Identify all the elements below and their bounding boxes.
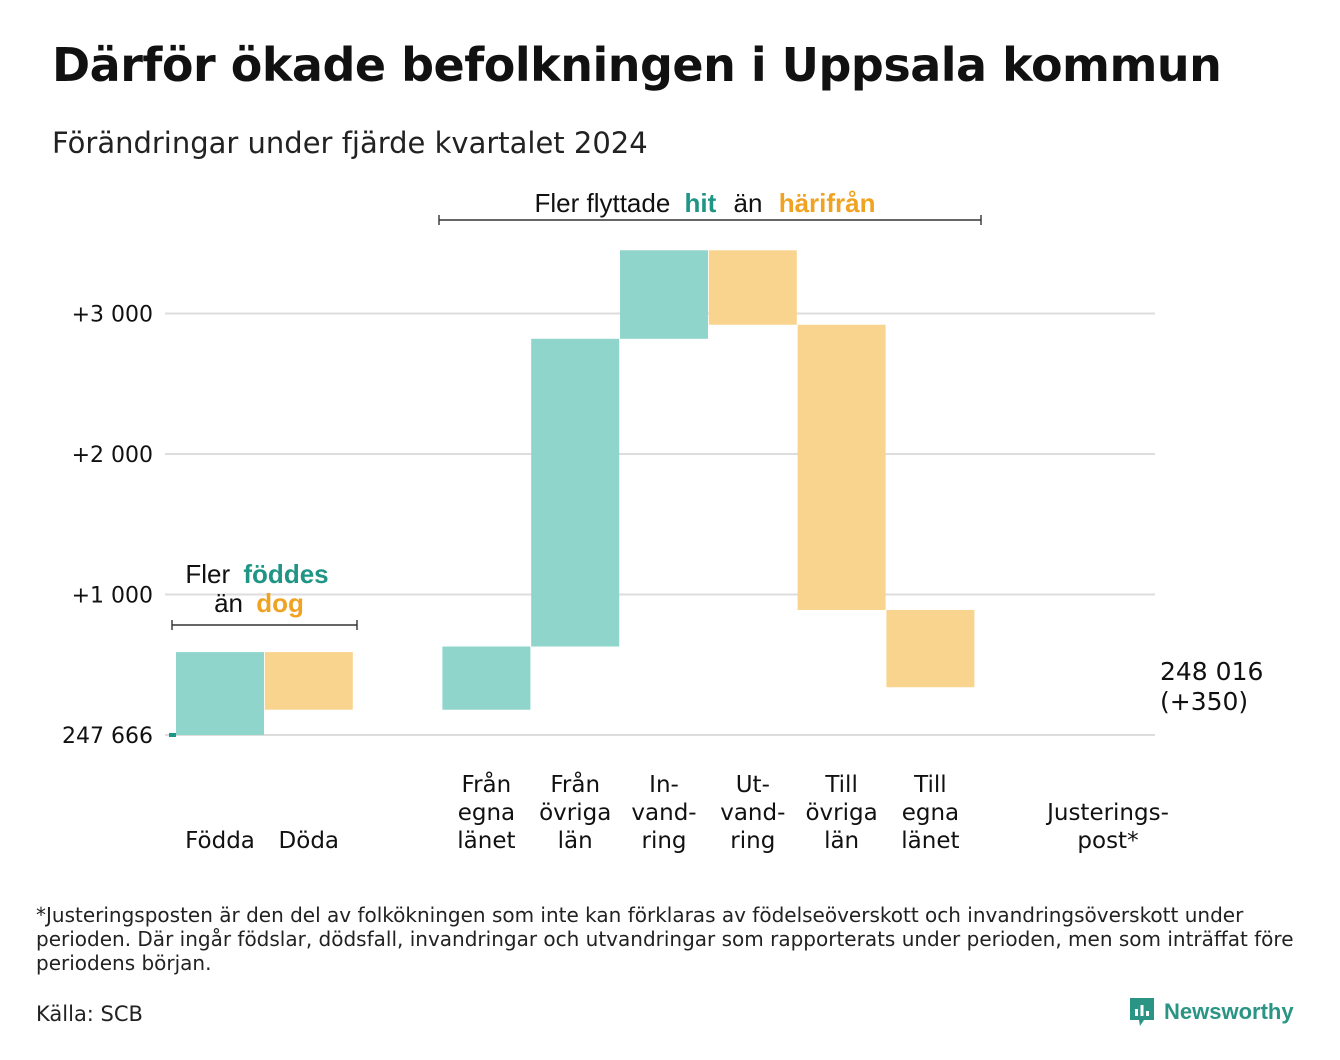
brand-logo: Newsworthy (1128, 996, 1294, 1028)
birth-bracket-highlight-2: dog (256, 588, 304, 618)
svg-text:Fler föddes: Fler föddes (185, 559, 328, 589)
birth-bracket: Fler föddes än dog (171, 559, 358, 630)
outflow-bar (797, 324, 886, 610)
birth-bracket-prefix-2: än (214, 588, 243, 618)
outflow-bar (886, 609, 975, 688)
svg-text:än dog: än dog (214, 588, 304, 618)
baseline-label: 247 666 (62, 724, 153, 749)
waterfall-chart: +1 000 +2 000 +3 000 Födda Döda Från egna läne… (62, 188, 1263, 854)
birth-bracket-prefix: Fler (185, 559, 230, 589)
x-category-label: In-vand-ring (631, 772, 696, 854)
source-label: Källa: SCB (36, 1002, 143, 1026)
end-value-label: 248 016 (1160, 657, 1263, 686)
svg-text:Fler flyttade hit: Fler flyttade hit än härifrån (534, 188, 875, 218)
x-category-label: Ut-vand-ring (720, 772, 785, 854)
migration-bracket-prefix: Fler flyttade (534, 188, 670, 218)
y-tick-label: +2 000 (72, 443, 153, 468)
x-category-label: Döda (279, 828, 339, 854)
outflow-bar (264, 652, 353, 710)
x-axis-labels: Födda Döda Från egna länet Från övriga län In-va… (185, 770, 1169, 854)
inflow-bar (442, 646, 531, 710)
x-category-label: Till egna länet (901, 772, 959, 854)
chart-subtitle: Förändringar under fjärde kvartalet 2024 (52, 126, 648, 160)
inflow-bar (531, 338, 620, 647)
x-category-label: Till övriga län (805, 772, 877, 854)
birth-bracket-highlight: föddes (243, 559, 328, 589)
x-category-label: Födda (185, 828, 255, 854)
migration-bracket-out: härifrån (779, 188, 876, 218)
x-category-label: Från egna länet (457, 770, 515, 854)
chart-title: Därför ökade befolkningen i Uppsala komm… (52, 38, 1222, 92)
y-tick-label: +1 000 (72, 584, 153, 609)
migration-bracket: Fler flyttade hit än härifrån (438, 188, 982, 225)
newsworthy-logo-icon (1130, 998, 1154, 1026)
y-tick-label: +3 000 (72, 303, 153, 328)
migration-bracket-middle: än (734, 188, 763, 218)
y-axis-ticks: +1 000 +2 000 +3 000 (72, 303, 153, 609)
migration-bracket-in: hit (685, 188, 717, 218)
brand-name: Newsworthy (1164, 999, 1294, 1024)
inflow-bar (620, 250, 708, 339)
inflow-bar (176, 652, 264, 735)
outflow-bar (708, 250, 797, 325)
x-category-label: Från övriga län (539, 770, 611, 854)
footnote: *Justeringsposten är den del av folkökni… (36, 903, 1294, 975)
end-change-label: (+350) (1160, 687, 1248, 716)
x-category-label: Justerings-post* (1045, 800, 1169, 854)
bars (176, 250, 975, 735)
